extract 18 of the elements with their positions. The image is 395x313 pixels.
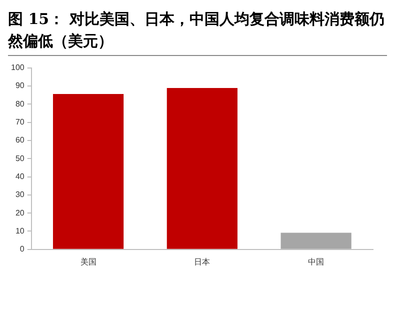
y-tick-label: 20 [15,208,25,218]
y-tick-label: 0 [20,244,25,254]
y-tick-label: 50 [15,154,25,163]
y-tick-label: 40 [15,172,25,181]
y-tick-label: 100 [10,63,25,72]
x-tick-label: 日本 [194,257,210,266]
y-tick-label: 30 [15,190,25,200]
bar [52,94,124,249]
x-tick-label: 美国 [80,257,96,266]
y-tick-label: 80 [15,99,25,108]
y-tick-label: 60 [15,136,25,145]
bar [280,232,352,249]
y-tick-label: 10 [15,226,25,236]
y-tick-label: 90 [15,81,25,90]
bar [166,88,238,249]
chart-title: 图 15： 对比美国、日本，中国人均复合调味料消费额仍然偏低（美元） [8,8,387,56]
y-tick-label: 70 [15,117,25,126]
x-tick-label: 中国 [308,257,324,266]
